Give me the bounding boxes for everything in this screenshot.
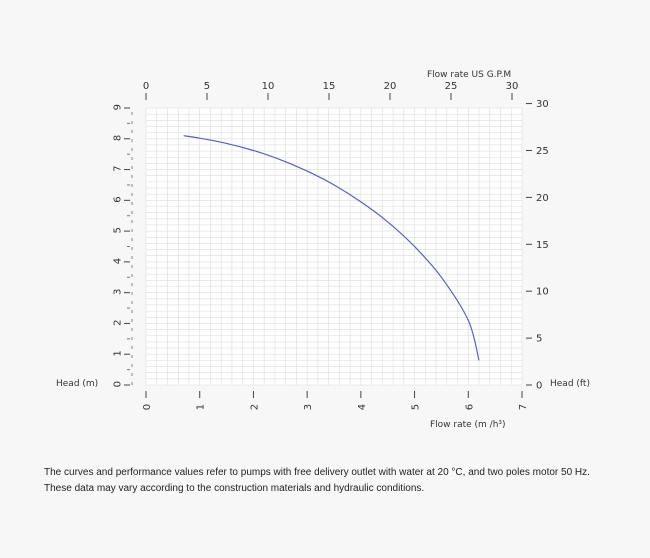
x2-tick-label: 20: [384, 81, 397, 92]
y-tick-label: 0: [113, 381, 124, 387]
chart-axes: 0 1 2 3 4 5 6 7 8 9 Head (m) 0 1 2 3 4 5 6 7 Flow rate (m /…: [56, 70, 590, 430]
pump-curve-line: [183, 135, 480, 361]
y-tick-label: 4: [113, 258, 124, 264]
y2-tick-label: 10: [536, 287, 549, 298]
y-tick-label: 3: [113, 289, 124, 295]
y2-tick-label: 5: [536, 334, 542, 345]
x-tick-label: 5: [411, 404, 422, 410]
y2-tick-label: 20: [536, 193, 549, 204]
y2-axis-title: Head (ft): [550, 379, 590, 389]
y2-tick-label: 0: [536, 381, 542, 392]
y2-tick-label: 30: [536, 99, 549, 110]
y-tick-label: 6: [113, 196, 124, 202]
x-axis-title: Flow rate (m /h³): [430, 420, 506, 430]
pump-performance-chart: 0 1 2 3 4 5 6 7 8 9 Head (m) 0 1 2 3 4 5 6 7 Flow rate (m /…: [56, 70, 590, 430]
footnote-line-1: The curves and performance values refer …: [44, 467, 590, 478]
y-tick-label: 9: [113, 104, 124, 110]
x-tick-label: 4: [357, 404, 368, 410]
x2-tick-label: 5: [204, 81, 210, 92]
x2-tick-label: 0: [143, 81, 149, 92]
y2-tick-label: 15: [536, 240, 549, 251]
x-tick-label: 7: [518, 404, 529, 410]
y-tick-label: 1: [113, 350, 124, 356]
footnote-line-2: These data may vary according to the con…: [44, 483, 425, 494]
x-tick-label: 1: [196, 404, 207, 410]
chart-grid: [145, 107, 523, 386]
y-tick-label: 8: [113, 135, 124, 141]
x-tick-label: 6: [464, 404, 475, 410]
y-tick-label: 7: [113, 166, 124, 172]
y2-tick-label: 25: [536, 146, 549, 157]
chart-series: [183, 135, 480, 361]
chart-footnote: The curves and performance values refer …: [44, 465, 624, 497]
x-tick-label: 3: [303, 404, 314, 410]
plot-area: [146, 108, 522, 385]
x2-tick-label: 10: [262, 81, 275, 92]
x2-tick-label: 25: [445, 81, 458, 92]
x-tick-label: 2: [249, 404, 260, 410]
x2-tick-label: 30: [506, 81, 519, 92]
y-tick-label: 2: [113, 319, 124, 325]
y-axis-title: Head (m): [56, 379, 98, 389]
x-tick-label: 0: [142, 404, 153, 410]
y-tick-label: 5: [113, 227, 124, 233]
x2-tick-label: 15: [323, 81, 336, 92]
x2-axis-title: Flow rate US G.P.M: [427, 70, 511, 80]
